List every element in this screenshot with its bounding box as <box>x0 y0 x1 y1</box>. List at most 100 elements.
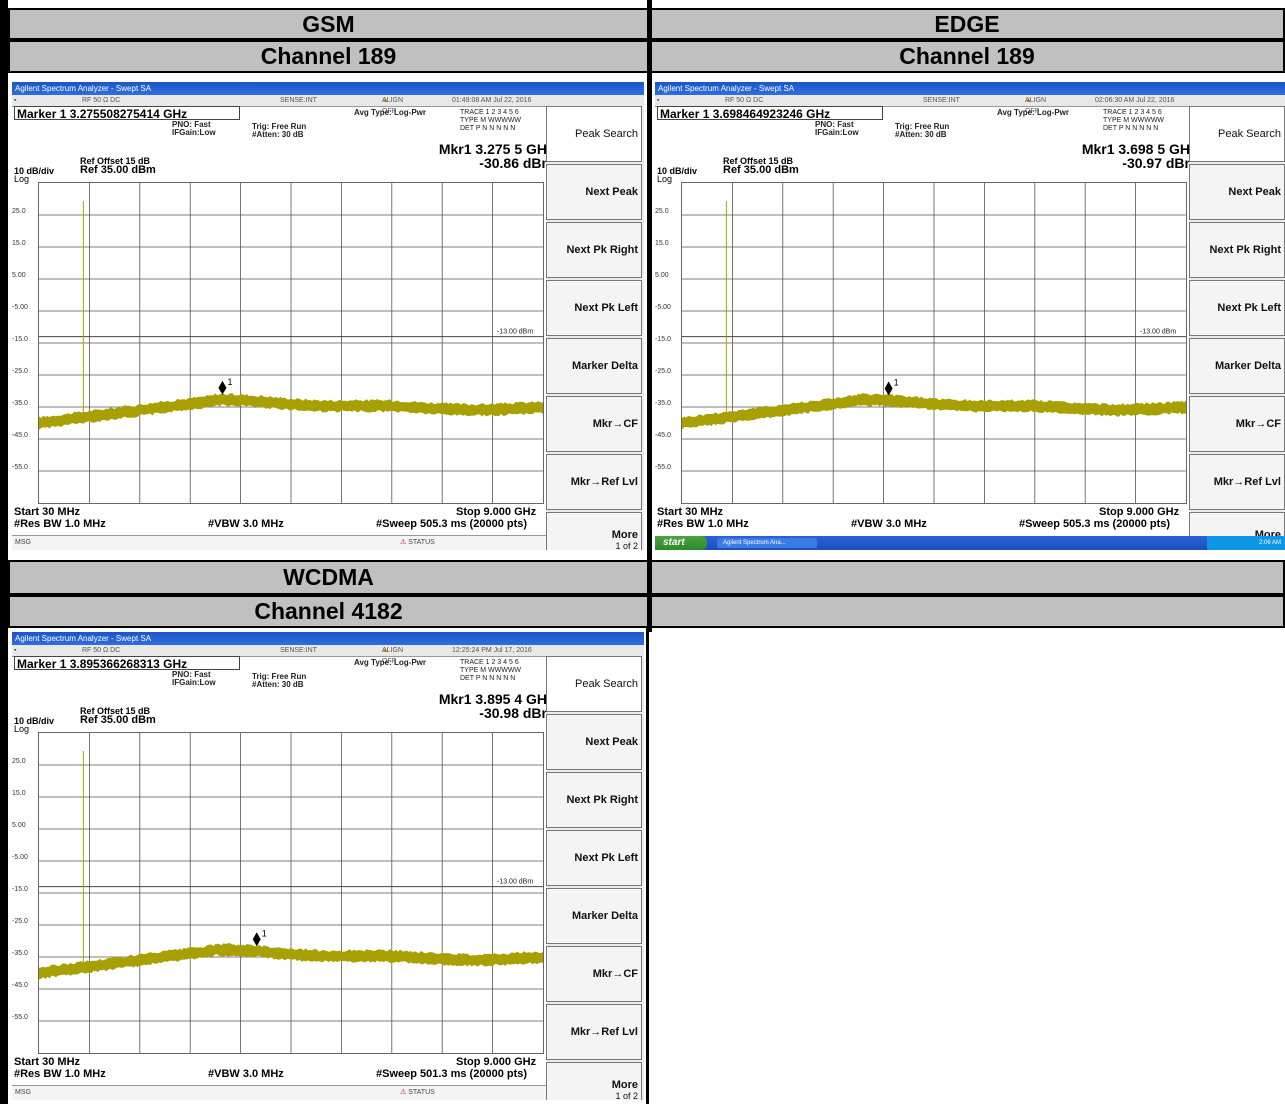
softkey-label: More <box>611 529 638 541</box>
header-edge: EDGE <box>649 8 1285 40</box>
softkey-4[interactable]: Marker Delta <box>546 888 642 944</box>
input-settings: RF 50 Ω DC <box>82 97 121 104</box>
softkey-4[interactable]: Marker Delta <box>546 338 642 394</box>
marker-frequency-box[interactable]: Marker 1 3.895366268313 GHz <box>14 656 240 671</box>
softkey-5[interactable]: Mkr→CF <box>546 396 642 452</box>
softkey-2[interactable]: Next Pk Right <box>1189 222 1285 278</box>
softkey-0[interactable]: Peak Search <box>546 106 642 162</box>
y-tick-label: 5.00 <box>12 272 26 279</box>
marker-1-label: 1 <box>227 377 232 387</box>
avg-type-label: Avg Type: Log-Pwr <box>997 108 1069 117</box>
resolution-bandwidth: #Res BW 1.0 MHz <box>657 518 749 530</box>
type-label: TYPE M WWWWW <box>460 117 522 124</box>
status-strip: ▪ RF 50 Ω DC SENSE:INT ▲ ALIGN OFF 02:06:… <box>655 95 1285 115</box>
softkey-6[interactable]: Mkr→Ref Lvl <box>546 454 642 510</box>
sweep-time: #Sweep 501.3 ms (20000 pts) <box>376 1068 528 1080</box>
softkey-2[interactable]: Next Pk Right <box>546 222 642 278</box>
softkey-0[interactable]: Peak Search <box>1189 106 1285 162</box>
wcdma-cell-border <box>8 628 649 1104</box>
marker-readout-level: -30.98 dBm <box>479 705 554 721</box>
y-tick-label: -45.0 <box>12 432 28 439</box>
softkey-3[interactable]: Next Pk Left <box>1189 280 1285 336</box>
softkey-0[interactable]: Peak Search <box>546 656 642 712</box>
limit-line-label: -13.00 dBm <box>1140 329 1176 336</box>
scale-per-div: 10 dB/div <box>657 166 698 176</box>
softkey-6[interactable]: Mkr→Ref Lvl <box>546 1004 642 1060</box>
status-icon: ⚠ <box>400 1089 407 1096</box>
status-strip: ▪ RF 50 Ω DC SENSE:INT ▲ ALIGN OFF 12:25:… <box>12 645 644 665</box>
y-tick-label: -25.0 <box>12 368 28 375</box>
video-bandwidth: #VBW 3.0 MHz <box>851 518 927 530</box>
trigger-label: Trig: Free Run <box>252 672 307 681</box>
softkey-5[interactable]: Mkr→CF <box>546 946 642 1002</box>
avg-type-label: Avg Type: Log-Pwr <box>354 108 426 117</box>
y-tick-label: 5.00 <box>655 272 669 279</box>
marker-readout-level: -30.86 dBm <box>479 155 554 171</box>
status-label: STATUS <box>408 539 435 546</box>
spectrum-plot[interactable]: -13.00 dBm 1 <box>38 732 544 1054</box>
spectrum-graph: -13.00 dBm 1 <box>39 733 543 1053</box>
y-tick-label: 5.00 <box>12 822 26 829</box>
marker-1-label: 1 <box>894 378 899 388</box>
noise-trace <box>39 393 543 430</box>
marker-frequency-box[interactable]: Marker 1 3.698464923246 GHz <box>657 106 883 121</box>
taskbar-app-item[interactable]: Agilent Spectrum Ana... <box>717 538 817 548</box>
avg-type-label: Avg Type: Log-Pwr <box>354 658 426 667</box>
softkey-label: More <box>611 1079 638 1091</box>
scale-per-div: 10 dB/div <box>14 166 55 176</box>
atten-label: #Atten: 30 dB <box>252 680 304 689</box>
marker-frequency-box[interactable]: Marker 1 3.275508275414 GHz <box>14 106 240 121</box>
softkey-4[interactable]: Marker Delta <box>1189 338 1285 394</box>
sense-label: SENSE:INT <box>923 97 960 104</box>
message-bar: MSG ⚠ STATUS <box>12 535 546 550</box>
ifgain-label: IFGain:Low <box>815 128 859 137</box>
type-label: TYPE M WWWWW <box>460 667 522 674</box>
softkey-6[interactable]: Mkr→Ref Lvl <box>1189 454 1285 510</box>
softkey-1[interactable]: Next Peak <box>546 714 642 770</box>
warning-icon: ▲ <box>1025 97 1032 104</box>
message-bar: MSG ⚠ STATUS <box>12 1085 546 1100</box>
spectrum-plot[interactable]: -13.00 dBm 1 <box>38 182 544 504</box>
y-tick-label: -35.0 <box>12 400 28 407</box>
softkey-panel: Peak Search Next Peak Next Pk Right Next Pk… <box>546 106 644 550</box>
timestamp: 01:49:08 AM Jul 22, 2016 <box>452 97 532 104</box>
ref-offset: Ref Offset 15 dB <box>80 156 151 166</box>
start-button[interactable]: start <box>655 536 707 550</box>
softkey-3[interactable]: Next Pk Left <box>546 830 642 886</box>
status-button[interactable]: ⚠ STATUS <box>400 536 435 550</box>
y-tick-label: -55.0 <box>655 464 671 471</box>
softkey-1[interactable]: Next Peak <box>546 164 642 220</box>
det-label: DET P N N N N N <box>460 675 516 682</box>
msg-label: MSG <box>15 1089 31 1096</box>
trace-label: TRACE 1 2 3 4 5 6 <box>460 109 519 116</box>
sweep-time: #Sweep 505.3 ms (20000 pts) <box>1019 518 1171 530</box>
header-wcdma-channel: Channel 4182 <box>8 595 649 628</box>
softkey-1[interactable]: Next Peak <box>1189 164 1285 220</box>
sense-label: SENSE:INT <box>280 647 317 654</box>
softkey-2[interactable]: Next Pk Right <box>546 772 642 828</box>
y-tick-label: -25.0 <box>655 368 671 375</box>
marker-readout-freq: Mkr1 3.698 5 GHz <box>1081 141 1197 157</box>
ref-level: Ref 35.00 dBm <box>80 714 156 726</box>
softkey-3[interactable]: Next Pk Left <box>546 280 642 336</box>
status-button[interactable]: ⚠ STATUS <box>400 1086 435 1100</box>
spectrum-graph: -13.00 dBm 1 <box>682 183 1186 503</box>
trace-label: TRACE 1 2 3 4 5 6 <box>460 659 519 666</box>
header-gsm-channel: Channel 189 <box>8 40 649 73</box>
det-label: DET P N N N N N <box>460 125 516 132</box>
noise-trace <box>39 943 543 980</box>
y-tick-label: -25.0 <box>12 918 28 925</box>
softkey-5[interactable]: Mkr→CF <box>1189 396 1285 452</box>
y-tick-label: -55.0 <box>12 1014 28 1021</box>
pno-label: PNO: Fast <box>815 120 854 129</box>
marker-1-diamond <box>218 380 227 395</box>
header-wcdma: WCDMA <box>8 560 649 595</box>
marker-readout-level: -30.97 dBm <box>1122 155 1197 171</box>
spectrum-plot[interactable]: -13.00 dBm 1 <box>681 182 1187 504</box>
header-gsm: GSM <box>8 8 649 40</box>
y-tick-label: -35.0 <box>12 950 28 957</box>
spectrum-graph: -13.00 dBm 1 <box>39 183 543 503</box>
atten-label: #Atten: 30 dB <box>895 130 947 139</box>
